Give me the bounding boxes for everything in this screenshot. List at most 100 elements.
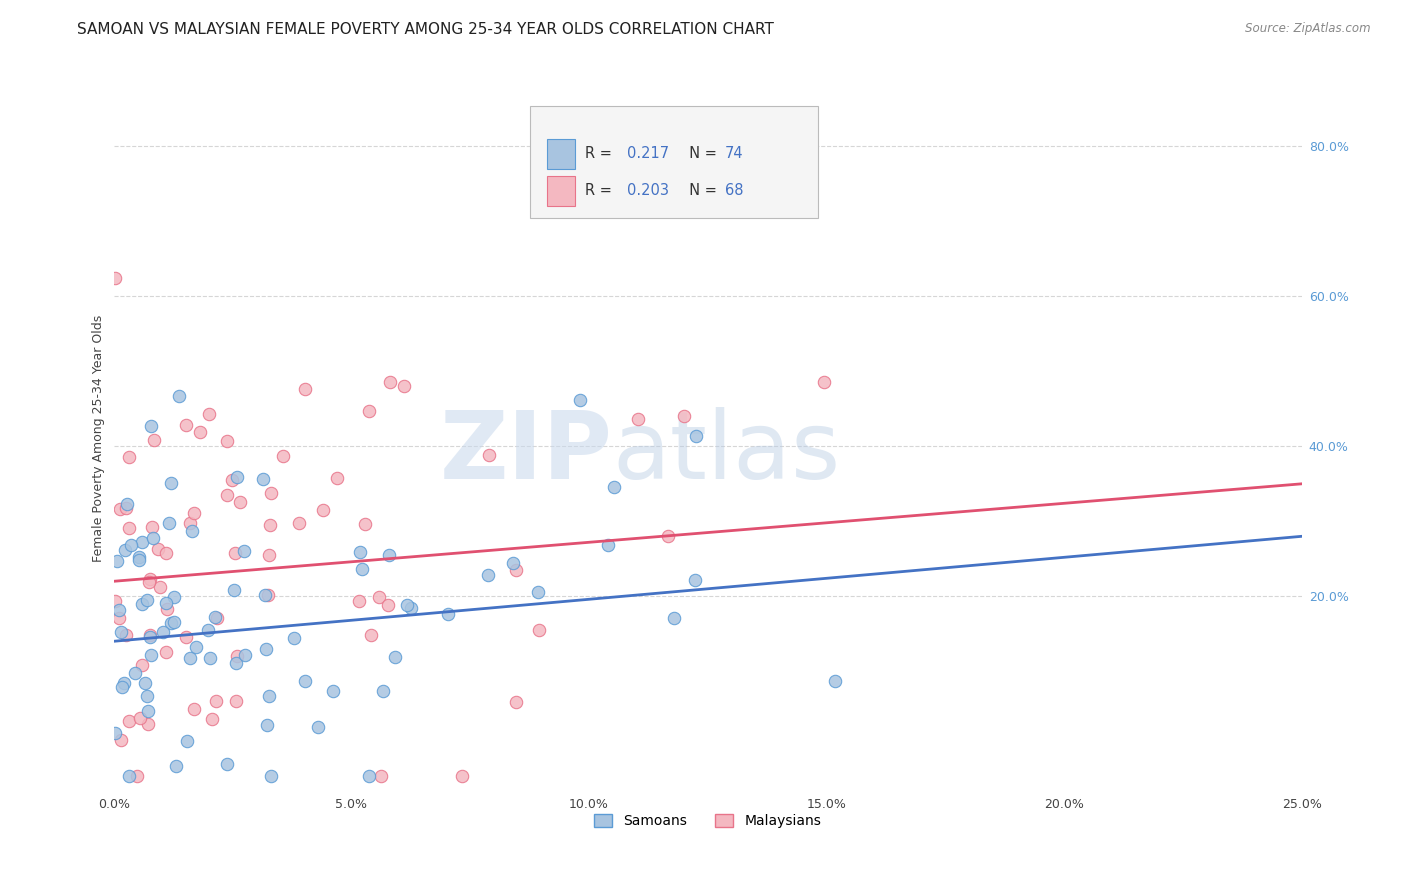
Text: N =: N = <box>681 146 721 161</box>
Malaysians <box>198 407 221 421</box>
Malaysians <box>204 693 226 707</box>
Malaysians <box>256 588 278 602</box>
Malaysians <box>104 594 127 608</box>
Malaysians <box>450 769 472 783</box>
Malaysians <box>257 548 280 562</box>
Samoans <box>350 562 373 576</box>
Samoans <box>437 607 460 621</box>
Samoans <box>232 543 254 558</box>
Malaysians <box>188 425 211 439</box>
Samoans <box>167 389 190 403</box>
Malaysians <box>672 409 695 424</box>
Malaysians <box>174 630 197 644</box>
Malaysians <box>183 506 205 520</box>
Malaysians <box>115 628 138 642</box>
Malaysians <box>183 702 205 716</box>
Malaysians <box>529 623 551 637</box>
Malaysians <box>347 594 370 608</box>
Samoans <box>110 680 132 694</box>
Malaysians <box>155 645 177 659</box>
Malaysians <box>370 769 392 783</box>
Samoans <box>225 657 247 671</box>
Malaysians <box>259 518 281 533</box>
Malaysians <box>368 590 391 604</box>
Malaysians <box>627 412 650 426</box>
Samoans <box>197 624 219 638</box>
Samoans <box>115 497 138 511</box>
Malaysians <box>221 473 243 487</box>
Samoans <box>569 392 592 407</box>
Samoans <box>252 472 274 486</box>
Malaysians <box>505 695 527 709</box>
Y-axis label: Female Poverty Among 25-34 Year Olds: Female Poverty Among 25-34 Year Olds <box>93 315 105 563</box>
Samoans <box>157 516 180 530</box>
Samoans <box>664 611 686 625</box>
Samoans <box>160 475 183 490</box>
Malaysians <box>143 433 166 447</box>
Text: SAMOAN VS MALAYSIAN FEMALE POVERTY AMONG 25-34 YEAR OLDS CORRELATION CHART: SAMOAN VS MALAYSIAN FEMALE POVERTY AMONG… <box>77 22 775 37</box>
Text: 74: 74 <box>725 146 744 161</box>
Samoans <box>160 616 183 631</box>
Samoans <box>120 537 142 551</box>
Samoans <box>134 675 156 690</box>
Malaysians <box>141 519 163 533</box>
Malaysians <box>478 448 501 462</box>
Samoans <box>124 666 146 681</box>
Samoans <box>322 684 344 698</box>
Samoans <box>136 689 159 703</box>
Malaysians <box>108 501 131 516</box>
Samoans <box>184 640 207 654</box>
Samoans <box>131 535 153 549</box>
Samoans <box>683 574 706 588</box>
Malaysians <box>136 716 159 731</box>
Malaysians <box>131 658 153 673</box>
Malaysians <box>149 580 172 594</box>
Malaysians <box>117 714 139 728</box>
Samoans <box>294 674 316 689</box>
Malaysians <box>225 693 247 707</box>
Samoans <box>598 538 620 552</box>
Samoans <box>824 673 846 688</box>
Samoans <box>349 545 371 559</box>
Malaysians <box>357 404 380 418</box>
Samoans <box>128 550 150 565</box>
Malaysians <box>139 628 162 642</box>
Malaysians <box>392 378 415 392</box>
Samoans <box>603 479 626 493</box>
Text: Source: ZipAtlas.com: Source: ZipAtlas.com <box>1246 22 1371 36</box>
Malaysians <box>138 574 160 589</box>
Samoans <box>204 610 226 624</box>
Samoans <box>283 631 305 645</box>
Malaysians <box>207 611 229 625</box>
Samoans <box>526 585 548 599</box>
Malaysians <box>179 516 201 531</box>
Samoans <box>685 428 707 442</box>
Samoans <box>142 531 165 545</box>
Text: R =: R = <box>585 184 616 198</box>
Legend: Samoans, Malaysians: Samoans, Malaysians <box>589 808 827 834</box>
Malaysians <box>118 450 141 465</box>
Samoans <box>110 625 132 640</box>
Malaysians <box>156 601 179 615</box>
Samoans <box>108 603 131 617</box>
Samoans <box>226 469 249 483</box>
Samoans <box>105 554 128 568</box>
Samoans <box>139 418 162 433</box>
Samoans <box>139 648 162 662</box>
Malaysians <box>107 610 129 624</box>
Malaysians <box>326 471 349 485</box>
Malaysians <box>104 270 127 285</box>
Malaysians <box>118 521 141 535</box>
Samoans <box>384 650 406 665</box>
Samoans <box>198 650 221 665</box>
Samoans <box>377 548 399 562</box>
Samoans <box>502 556 524 570</box>
Samoans <box>176 733 198 747</box>
Samoans <box>217 756 239 771</box>
Samoans <box>399 601 422 615</box>
Samoans <box>396 598 419 612</box>
Text: N =: N = <box>681 184 721 198</box>
Text: 0.203: 0.203 <box>627 184 669 198</box>
Malaysians <box>353 516 375 531</box>
Samoans <box>165 758 187 772</box>
